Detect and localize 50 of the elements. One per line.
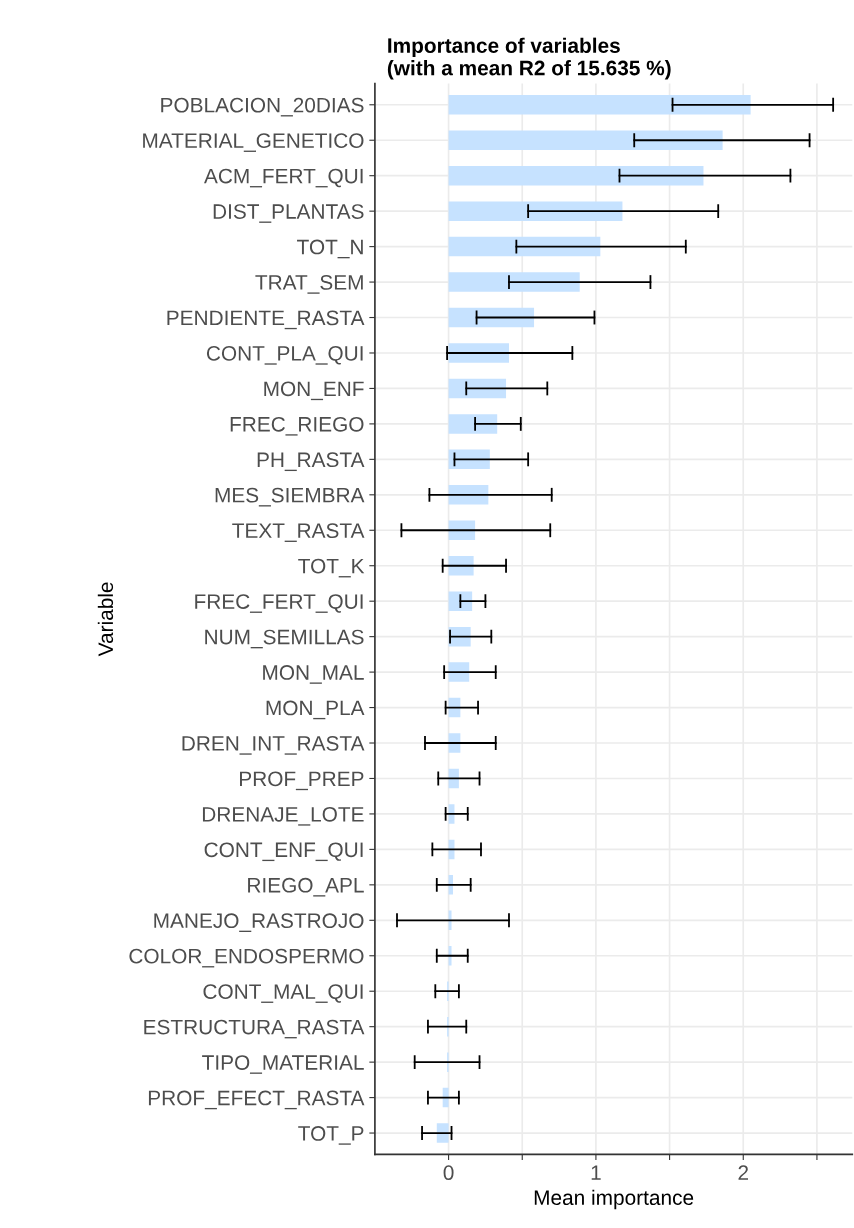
y-tick-label: FREC_FERT_QUI xyxy=(195,594,363,613)
bar xyxy=(448,272,580,292)
chart-title: Importance of variables (with a mean R2 of 15.635 %) xyxy=(387,37,671,80)
y-tick-label: DREN_INT_RASTA xyxy=(182,736,365,755)
y-tick-label: PROF_EFECT_RASTA xyxy=(148,1090,365,1110)
y-tick-label: NUM_SEMILLAS xyxy=(205,629,364,649)
bar xyxy=(448,768,459,789)
bar xyxy=(448,95,751,115)
y-tick-label: PH_RASTA xyxy=(257,452,365,472)
y-tick-label: CONT_PLA_QUI xyxy=(206,345,363,365)
bar xyxy=(448,236,601,257)
x-tick-label: 1 xyxy=(591,1165,601,1180)
y-tick-label: MANEJO_RASTROJO xyxy=(154,913,364,932)
y-tick-label: CONT_MAL_QUI xyxy=(203,984,363,1003)
bar xyxy=(448,343,509,363)
y-tick-label: MATERIAL_GENETICO xyxy=(143,133,364,152)
y-tick-label: POBLACION_20DIAS xyxy=(161,97,364,117)
bar xyxy=(448,414,498,434)
y-tick-label: TIPO_MATERIAL xyxy=(202,1055,364,1074)
x-tick-label: 2 xyxy=(738,1165,749,1180)
y-tick-label: TOT_N xyxy=(297,239,363,259)
x-tick-label: 0 xyxy=(443,1165,454,1181)
y-tick-label: RIEGO_APL xyxy=(248,877,364,897)
bar xyxy=(442,1087,449,1108)
y-tick-label: TOT_P xyxy=(298,1126,364,1145)
bar xyxy=(448,946,452,966)
y-tick-label: MON_PLA xyxy=(266,700,365,720)
y-tick-label: MON_MAL xyxy=(263,665,364,684)
bar xyxy=(448,130,723,150)
y-tick-label: COLOR_ENDOSPERMO xyxy=(129,948,364,968)
y-tick-label: TEXT_RASTA xyxy=(232,523,365,542)
y-tick-label: MES_SIEMBRA xyxy=(215,487,365,507)
bar xyxy=(448,165,704,186)
y-tick-label: MON_ENF xyxy=(264,381,364,401)
y-tick-label: DIST_PLANTAS xyxy=(213,204,364,223)
y-tick-label: CONT_ENF_QUI xyxy=(204,842,363,862)
y-tick-label: TRAT_SEM xyxy=(255,275,363,294)
bar xyxy=(448,662,470,682)
bar xyxy=(448,201,623,221)
bar xyxy=(448,307,535,328)
y-tick-label: TOT_K xyxy=(298,558,365,578)
y-tick-label: ACM_FERT_QUI xyxy=(204,168,363,188)
y-tick-label: PENDIENTE_RASTA xyxy=(167,310,365,330)
y-tick-label: PROF_PREP xyxy=(240,771,364,791)
y-tick-label: DRENAJE_LOTE xyxy=(202,806,364,826)
x-axis-title: Mean importance xyxy=(534,1189,694,1210)
y-tick-label: FREC_RIEGO xyxy=(230,416,364,436)
y-tick-label: ESTRUCTURA_RASTA xyxy=(144,1019,365,1039)
y-axis-title: Variable xyxy=(97,582,114,657)
bar xyxy=(448,378,507,399)
